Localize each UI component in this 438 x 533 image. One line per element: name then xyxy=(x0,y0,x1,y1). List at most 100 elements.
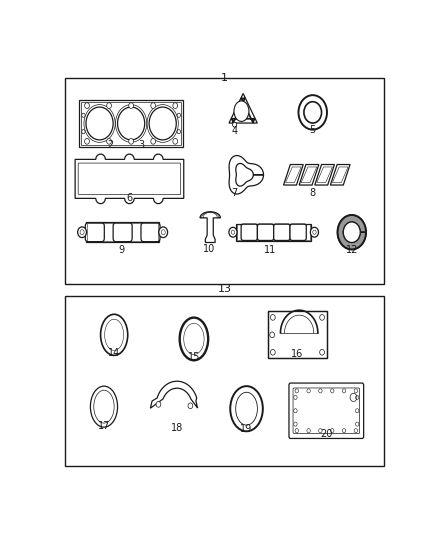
Circle shape xyxy=(270,332,275,338)
Text: 9: 9 xyxy=(118,245,124,255)
Text: 1: 1 xyxy=(221,73,228,83)
Circle shape xyxy=(80,230,84,235)
Circle shape xyxy=(294,422,297,426)
Bar xyxy=(87,223,159,241)
Circle shape xyxy=(295,429,298,433)
Bar xyxy=(65,78,384,284)
Text: 12: 12 xyxy=(346,245,358,255)
Circle shape xyxy=(107,103,111,109)
Circle shape xyxy=(129,139,134,144)
Text: 7: 7 xyxy=(232,188,238,198)
Circle shape xyxy=(294,409,297,413)
Circle shape xyxy=(271,350,275,355)
Circle shape xyxy=(149,107,176,140)
Text: 4: 4 xyxy=(232,126,238,136)
Circle shape xyxy=(85,103,89,109)
Text: 19: 19 xyxy=(240,424,253,434)
Polygon shape xyxy=(283,165,303,185)
Circle shape xyxy=(229,227,237,237)
Polygon shape xyxy=(315,165,335,185)
Circle shape xyxy=(319,429,322,433)
Circle shape xyxy=(129,103,134,109)
Circle shape xyxy=(173,139,178,144)
Bar xyxy=(268,311,327,358)
Circle shape xyxy=(271,314,275,320)
Polygon shape xyxy=(200,212,220,243)
Bar xyxy=(86,222,159,242)
Circle shape xyxy=(307,429,310,433)
Circle shape xyxy=(356,395,359,399)
Circle shape xyxy=(173,103,178,109)
Text: 2: 2 xyxy=(108,140,114,150)
Bar xyxy=(81,102,181,144)
Circle shape xyxy=(319,389,322,393)
Circle shape xyxy=(231,230,235,235)
Polygon shape xyxy=(299,165,319,185)
Text: 20: 20 xyxy=(320,429,332,439)
Circle shape xyxy=(177,130,180,134)
Polygon shape xyxy=(280,310,318,357)
FancyBboxPatch shape xyxy=(258,224,274,240)
Ellipse shape xyxy=(94,390,114,423)
Text: 10: 10 xyxy=(203,244,215,254)
Circle shape xyxy=(311,227,318,237)
Ellipse shape xyxy=(184,324,204,354)
Text: 11: 11 xyxy=(264,245,276,255)
Polygon shape xyxy=(231,98,255,123)
Text: 3: 3 xyxy=(138,140,145,150)
Circle shape xyxy=(107,139,111,144)
Circle shape xyxy=(304,102,321,123)
Polygon shape xyxy=(330,165,350,185)
Circle shape xyxy=(177,113,180,117)
Circle shape xyxy=(117,107,145,140)
Circle shape xyxy=(188,403,193,409)
FancyBboxPatch shape xyxy=(274,224,290,240)
Bar xyxy=(65,296,384,466)
Circle shape xyxy=(356,409,359,413)
Circle shape xyxy=(320,314,325,320)
Text: 18: 18 xyxy=(171,423,183,433)
Ellipse shape xyxy=(234,101,249,122)
Text: 17: 17 xyxy=(98,421,110,431)
Circle shape xyxy=(343,389,346,393)
Text: 6: 6 xyxy=(127,193,132,203)
Circle shape xyxy=(233,122,237,127)
Text: 15: 15 xyxy=(188,352,200,362)
Text: 8: 8 xyxy=(310,188,316,198)
Circle shape xyxy=(343,222,360,243)
Circle shape xyxy=(82,130,85,134)
Text: 13: 13 xyxy=(218,284,231,294)
Text: 5: 5 xyxy=(310,125,316,135)
FancyBboxPatch shape xyxy=(241,224,258,240)
Circle shape xyxy=(86,107,113,140)
FancyBboxPatch shape xyxy=(290,224,306,240)
FancyBboxPatch shape xyxy=(113,223,132,241)
Circle shape xyxy=(354,389,357,393)
Circle shape xyxy=(343,429,346,433)
Circle shape xyxy=(354,429,357,433)
Circle shape xyxy=(320,350,325,355)
Circle shape xyxy=(161,230,165,235)
Circle shape xyxy=(356,422,359,426)
Circle shape xyxy=(294,395,297,399)
Circle shape xyxy=(82,113,85,117)
Bar xyxy=(237,224,311,241)
Text: 14: 14 xyxy=(108,348,120,358)
Circle shape xyxy=(151,103,155,109)
Circle shape xyxy=(159,227,168,238)
Circle shape xyxy=(331,389,334,393)
Ellipse shape xyxy=(236,392,258,425)
Polygon shape xyxy=(338,215,366,249)
Circle shape xyxy=(78,227,86,238)
FancyBboxPatch shape xyxy=(141,223,160,241)
FancyBboxPatch shape xyxy=(85,223,104,241)
Circle shape xyxy=(295,389,298,393)
Text: 16: 16 xyxy=(291,349,304,359)
Circle shape xyxy=(85,139,89,144)
Circle shape xyxy=(331,429,334,433)
Circle shape xyxy=(156,401,161,407)
Circle shape xyxy=(313,230,316,235)
Bar xyxy=(268,311,327,358)
Circle shape xyxy=(151,139,155,144)
Ellipse shape xyxy=(105,319,124,350)
